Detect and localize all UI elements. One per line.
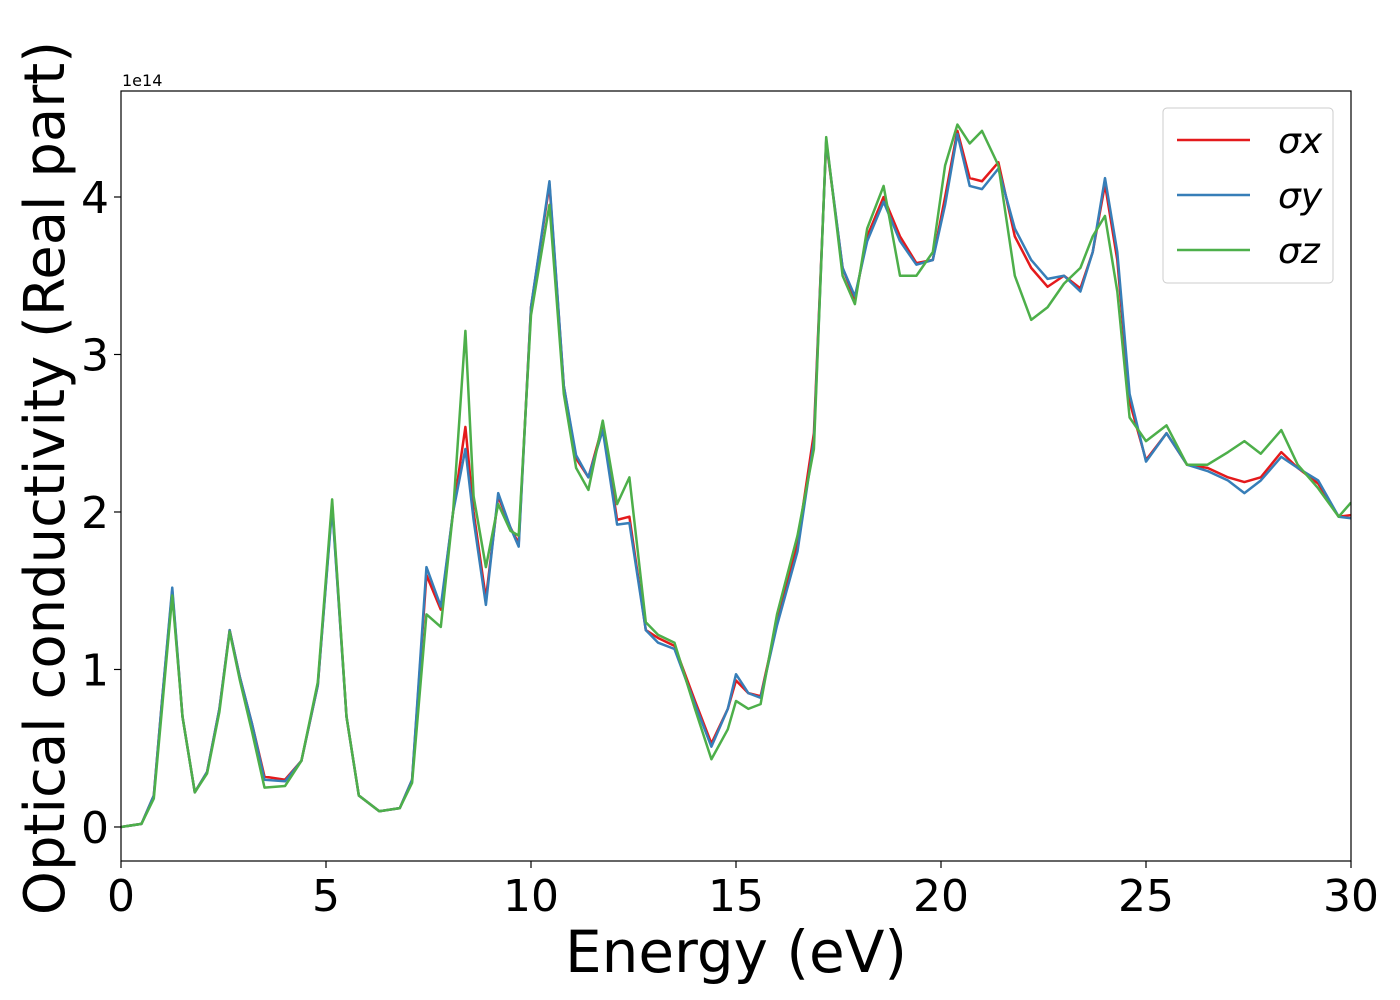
legend-label: σy bbox=[1278, 176, 1323, 217]
y-tick-label: 4 bbox=[81, 173, 109, 224]
x-tick-label: 15 bbox=[708, 871, 764, 922]
x-axis-label: Energy (eV) bbox=[565, 918, 907, 986]
legend-label: σx bbox=[1278, 121, 1323, 162]
y-tick-label: 1 bbox=[81, 645, 109, 696]
plot-frame bbox=[120, 90, 1352, 862]
y-tick-label: 3 bbox=[81, 330, 109, 381]
y-tick-label: 2 bbox=[81, 488, 109, 539]
x-tick-label: 20 bbox=[913, 871, 969, 922]
x-tick-label: 25 bbox=[1118, 871, 1174, 922]
series-line bbox=[121, 123, 1351, 829]
y-axis-label: Optical conductivity (Real part) bbox=[13, 41, 78, 915]
y-offset-label: 1e14 bbox=[122, 71, 162, 90]
x-tick-label: 10 bbox=[503, 871, 559, 922]
y-tick-label: 0 bbox=[81, 803, 109, 854]
x-tick-label: 30 bbox=[1323, 871, 1379, 922]
x-tick-label: 0 bbox=[107, 871, 135, 922]
x-tick-label: 5 bbox=[312, 871, 340, 922]
legend-label: σz bbox=[1278, 231, 1321, 272]
